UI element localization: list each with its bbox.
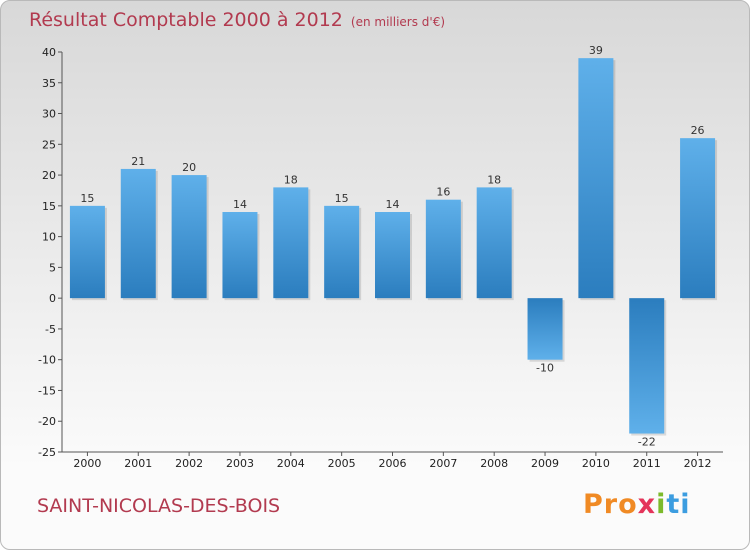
logo-part: Pro xyxy=(583,489,638,520)
y-tick-label: 40 xyxy=(42,46,56,59)
y-tick-label: -15 xyxy=(38,384,56,397)
y-tick-label: 15 xyxy=(42,200,56,213)
bar xyxy=(273,187,309,299)
x-tick-label: 2010 xyxy=(582,457,610,470)
y-tick-label: -10 xyxy=(38,354,56,367)
bar xyxy=(476,187,512,299)
x-tick-label: 2005 xyxy=(328,457,356,470)
proxiti-logo: Proxiti xyxy=(583,489,691,520)
y-tick-label: 0 xyxy=(49,292,56,305)
x-tick-label: 2004 xyxy=(277,457,305,470)
y-tick-label: -5 xyxy=(45,323,56,336)
logo-part: ti xyxy=(666,489,691,520)
y-tick-label: 30 xyxy=(42,108,56,121)
x-tick-label: 2006 xyxy=(379,457,407,470)
bar-value-label: 14 xyxy=(233,198,247,211)
bar xyxy=(629,298,665,434)
x-tick-label: 2001 xyxy=(124,457,152,470)
x-tick-label: 2008 xyxy=(480,457,508,470)
bar xyxy=(578,58,614,299)
y-tick-label: 20 xyxy=(42,169,56,182)
chart-axes: 40 35 30 25 20 15 10 5 0 -5 -10 -15 -20 -25 2000 2001 20… xyxy=(38,46,723,470)
bar xyxy=(425,199,461,299)
y-tick-label: -20 xyxy=(38,415,56,428)
x-tick-label: 2000 xyxy=(73,457,101,470)
bar xyxy=(527,298,563,360)
chart-data-labels: 15 21 20 14 18 15 14 16 18 -10 39 -22 26 xyxy=(80,44,704,448)
bar-value-label: 18 xyxy=(284,173,298,186)
x-tick-label: 2002 xyxy=(175,457,203,470)
bar-value-label: -10 xyxy=(536,362,554,375)
bar-value-label: -22 xyxy=(638,436,656,449)
commune-name: SAINT-NICOLAS-DES-BOIS xyxy=(37,495,281,517)
x-tick-label: 2012 xyxy=(684,457,712,470)
y-tick-label: 10 xyxy=(42,231,56,244)
bar-value-label: 26 xyxy=(691,124,705,137)
x-tick-label: 2009 xyxy=(531,457,559,470)
bar xyxy=(222,212,258,299)
x-tick-label: 2007 xyxy=(429,457,457,470)
chart-title: Résultat Comptable 2000 à 2012 (en millie… xyxy=(29,9,445,31)
bar-value-label: 21 xyxy=(131,155,145,168)
bar-value-label: 15 xyxy=(335,192,349,205)
y-tick-label: 5 xyxy=(49,261,56,274)
logo-part: x xyxy=(637,489,657,520)
y-tick-label: 25 xyxy=(42,138,56,151)
chart-subtitle: (en milliers d'€) xyxy=(350,15,446,29)
x-tick-label: 2011 xyxy=(633,457,661,470)
bar-value-label: 15 xyxy=(80,192,94,205)
x-tick-label: 2003 xyxy=(226,457,254,470)
bar-value-label: 16 xyxy=(436,186,450,199)
bar-value-label: 39 xyxy=(589,44,603,57)
bar-value-label: 20 xyxy=(182,161,196,174)
bar-value-label: 14 xyxy=(386,198,400,211)
bar xyxy=(120,168,156,299)
bar xyxy=(69,205,105,299)
logo-part: i xyxy=(656,489,667,520)
bar xyxy=(680,138,716,299)
bar xyxy=(324,205,360,299)
chart-bars xyxy=(69,58,718,436)
bar-value-label: 18 xyxy=(487,173,501,186)
y-tick-label: -25 xyxy=(38,446,56,459)
y-tick-label: 35 xyxy=(42,77,56,90)
bar xyxy=(375,212,410,299)
chart-title-text: Résultat Comptable 2000 à 2012 xyxy=(29,9,343,31)
bar xyxy=(171,175,207,299)
